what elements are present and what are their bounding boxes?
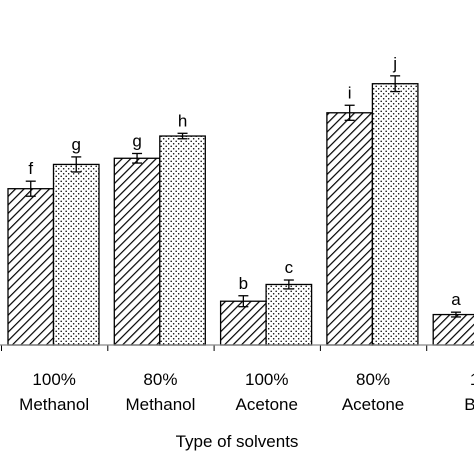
significance-label: a — [451, 290, 461, 309]
x-tick-label: 100% — [32, 370, 75, 389]
bar-4-series-1 — [326, 112, 374, 346]
x-tick-label: Ben — [464, 395, 474, 414]
significance-label: i — [348, 83, 352, 102]
x-tick-label: Acetone — [342, 395, 404, 414]
bar-3-series-2 — [265, 283, 313, 346]
error-bar — [390, 75, 401, 93]
bar-3-series-1 — [219, 300, 267, 346]
error-bar — [132, 152, 143, 164]
error-bar — [71, 156, 82, 173]
error-bar — [25, 180, 36, 197]
bar-1-series-1 — [7, 188, 55, 346]
bar-5-series-1 — [432, 313, 474, 346]
significance-label: h — [178, 111, 187, 130]
x-tick-label: 80% — [143, 370, 177, 389]
x-tick-label: 80% — [356, 370, 390, 389]
x-tick-label: Acetone — [236, 395, 298, 414]
bar-1-series-2 — [52, 163, 100, 346]
significance-label: g — [72, 135, 81, 154]
error-bar — [283, 279, 294, 290]
x-tick-label: Methanol — [19, 395, 89, 414]
x-axis: 100% Methanol 80% Methanol 100% Acetone 80% Ace… — [0, 344, 474, 414]
plot-area: f g g h b c i j a — [7, 54, 474, 346]
bar-2-series-2 — [159, 135, 206, 346]
x-tick-label: 100% — [245, 370, 288, 389]
error-bar — [344, 104, 355, 121]
bar-2-series-1 — [113, 157, 161, 346]
significance-label: g — [132, 131, 141, 150]
bar-4-series-2 — [371, 83, 419, 346]
error-bar — [177, 132, 188, 140]
significance-label: j — [392, 54, 397, 73]
x-axis-title: Type of solvents — [176, 432, 299, 451]
x-tick-label: 10 — [470, 370, 474, 389]
x-tick-label: Methanol — [125, 395, 195, 414]
error-bar — [450, 311, 461, 318]
significance-label: f — [28, 159, 33, 178]
significance-label: b — [239, 274, 248, 293]
significance-label: c — [285, 258, 294, 277]
error-bar — [238, 295, 249, 308]
